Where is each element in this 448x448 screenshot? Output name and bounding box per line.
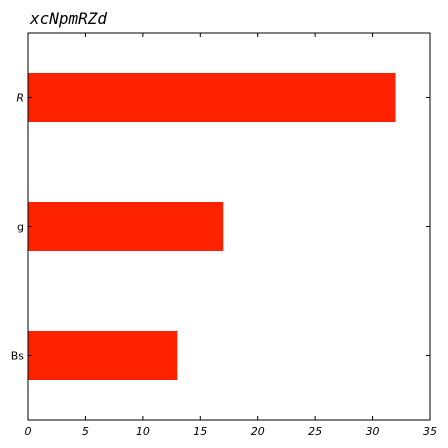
chart-title: xcNpmRZd xyxy=(29,9,107,28)
x-tick-label: 0 xyxy=(25,425,32,438)
x-tick-label: 5 xyxy=(82,425,89,438)
axes-group xyxy=(27,32,431,421)
ticks-group: Bs g R 0 5 10 15 20 25 30 35 xyxy=(11,92,437,439)
plot-frame xyxy=(27,32,431,421)
x-tick-label: 30 xyxy=(366,425,380,438)
bar-Bs xyxy=(28,330,178,381)
x-tick-label: 10 xyxy=(136,425,150,438)
bar-R xyxy=(28,72,396,123)
bar-g xyxy=(28,201,224,252)
y-tick-label: R xyxy=(16,92,24,105)
y-tick-label: g xyxy=(17,221,24,234)
y-tick-label: Bs xyxy=(11,350,25,363)
x-tick-label: 25 xyxy=(308,425,322,438)
x-tick-label: 15 xyxy=(193,425,207,438)
bars-group xyxy=(28,72,396,381)
x-tick-label: 20 xyxy=(251,425,265,438)
x-tick-label: 35 xyxy=(423,425,437,438)
